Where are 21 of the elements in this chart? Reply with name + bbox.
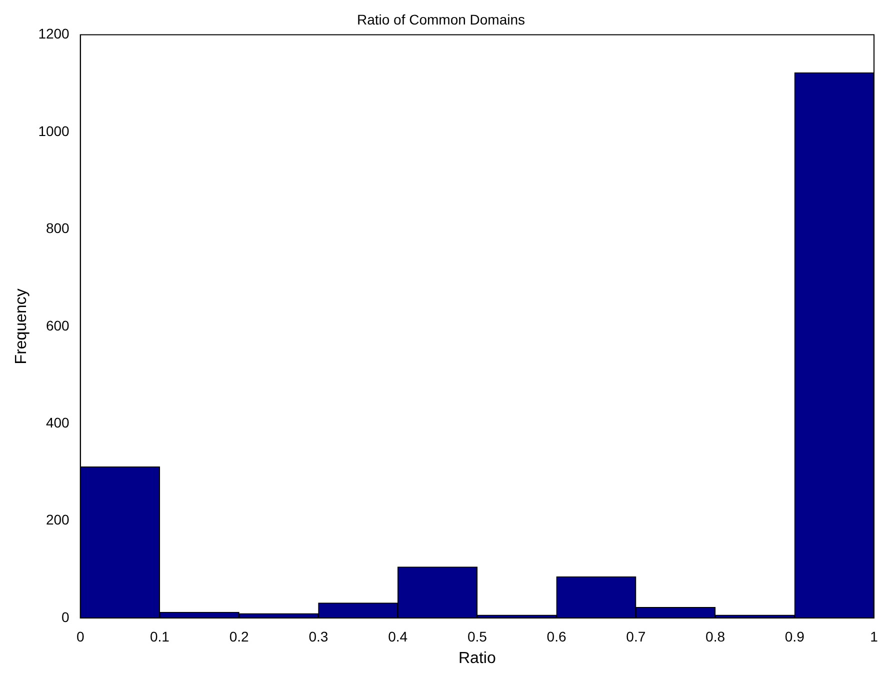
y-tick-label: 1000: [38, 122, 70, 139]
y-tick-label: 0: [62, 608, 70, 625]
x-tick-label: 0.5: [467, 628, 488, 644]
chart-title: Ratio of Common Domains: [356, 11, 526, 28]
x-tick-label: 0.1: [150, 628, 170, 644]
x-tick-label: 0: [76, 628, 84, 644]
x-tick-label: 0.4: [388, 628, 408, 644]
x-tick-label: 1: [870, 628, 878, 644]
y-tick-label: 400: [46, 414, 70, 430]
x-tick-label: 0.9: [784, 628, 805, 644]
x-tick-label: 0.6: [546, 628, 566, 644]
x-axis-title: Ratio: [458, 650, 496, 667]
x-tick-label: 0.7: [626, 628, 646, 644]
x-tick-label: 0.3: [308, 628, 328, 644]
y-tick-label: 600: [46, 317, 70, 334]
y-tick-label: 200: [46, 512, 70, 528]
x-tick-label: 0.2: [229, 628, 250, 644]
y-axis-title: Frequency: [13, 288, 30, 364]
y-tick-label: 800: [46, 220, 70, 236]
x-tick-label: 0.8: [706, 628, 726, 644]
y-tick-label: 1200: [38, 26, 70, 42]
